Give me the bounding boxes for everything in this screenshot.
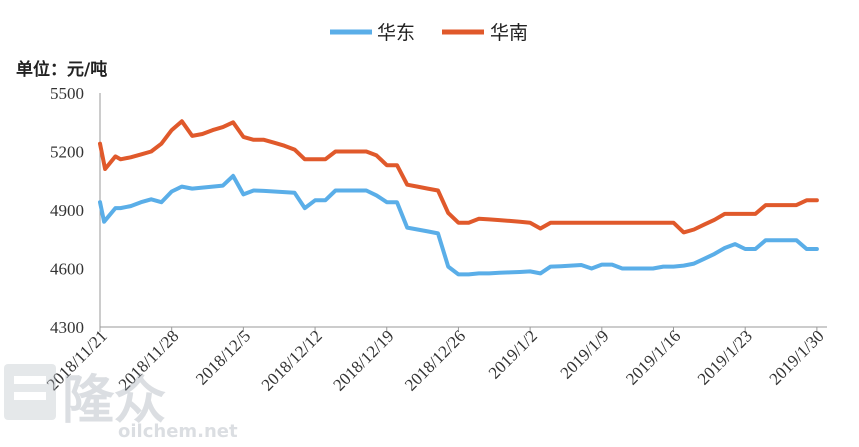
x-tick-label: 2018/12/19 [329,326,397,394]
legend-label-huadong: 华东 [377,22,415,44]
watermark-site: oilchem.net [118,421,238,442]
x-tick-label: 2018/12/5 [192,326,254,388]
series-line-huanan [98,119,819,235]
y-axis-ticks: 4300 4600 4900 5200 5500 [50,84,84,337]
watermark: 隆众 oilchem.net [4,364,238,442]
legend: 华东 华南 [330,22,528,44]
watermark-logo-icon [4,364,56,420]
legend-item-huanan[interactable]: 华南 [442,22,528,44]
x-tick-label: 2019/1/30 [766,326,828,388]
x-tick-label: 2019/1/23 [694,326,756,388]
y-tick-label: 4600 [50,260,84,279]
y-tick-label: 4900 [50,201,84,220]
y-tick-label: 4300 [50,318,84,337]
series-layer [98,119,819,277]
x-tick-label: 2018/12/12 [258,326,326,394]
x-tick-label: 2019/1/16 [622,326,684,388]
legend-label-huanan: 华南 [490,22,528,44]
x-tick-label: 2019/1/2 [485,326,541,382]
series-line-huadong [98,173,819,277]
x-tick-label: 2019/1/9 [556,326,612,382]
watermark-brand: 隆众 [62,371,166,431]
x-tick-label: 2018/12/26 [401,326,469,394]
legend-item-huadong[interactable]: 华东 [330,22,415,44]
y-tick-label: 5500 [50,84,84,103]
y-tick-label: 5200 [50,143,84,162]
unit-label: 单位：元/吨 [16,59,107,80]
